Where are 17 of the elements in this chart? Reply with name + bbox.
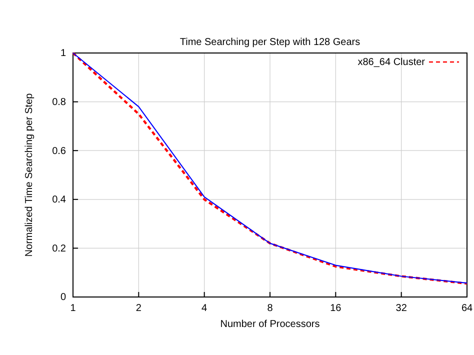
y-tick-label: 0.6 (52, 146, 66, 157)
y-tick-label: 1 (60, 48, 66, 60)
x-tick-label: 2 (136, 303, 142, 314)
y-tick-label: 0.8 (52, 97, 66, 108)
y-tick-label: 0.2 (52, 243, 66, 254)
y-tick-label: 0.4 (52, 194, 66, 206)
x-tick-label: 32 (396, 303, 408, 314)
y-axis-title: Normalized Time Searching per Step (24, 92, 35, 257)
x-tick-label: 1 (70, 303, 76, 314)
legend-label: x86_64 Cluster (358, 57, 426, 68)
chart-title: Time Searching per Step with 128 Gears (180, 37, 360, 48)
x-tick-label: 64 (461, 303, 473, 314)
x-tick-label: 8 (267, 303, 274, 314)
x-axis-title: Number of Processors (220, 319, 320, 330)
y-tick-label: 0 (60, 292, 66, 304)
x-tick-label: 16 (330, 303, 342, 314)
x-tick-label: 4 (202, 303, 208, 314)
